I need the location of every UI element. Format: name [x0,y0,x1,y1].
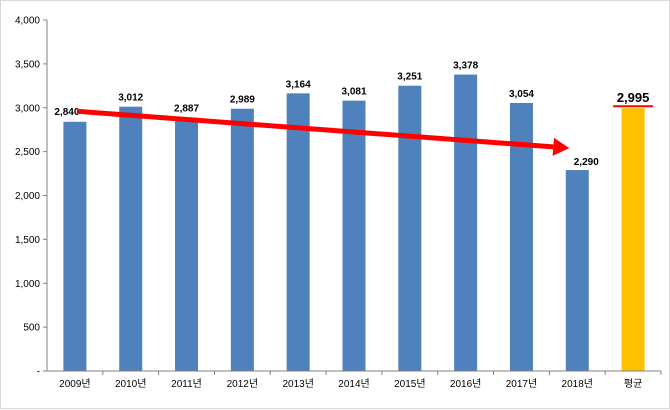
data-label: 3,251 [397,72,422,83]
x-tick-label: 평균 [624,378,642,390]
y-tick-label: 3,500 [15,59,40,70]
bar [565,170,589,371]
bar [398,85,422,372]
data-label: 3,164 [286,79,311,90]
bar [286,93,310,371]
y-tick-label: 4,000 [15,16,40,27]
bar [230,108,254,372]
x-tick-label: 2018년 [562,378,593,390]
average-bar [621,108,645,371]
data-label: 3,054 [509,89,534,100]
x-tick-label: 2012년 [227,378,258,390]
y-tick-label: 500 [23,323,40,334]
y-tick-label: 2,500 [15,147,40,158]
data-label: 3,081 [341,87,366,98]
data-label: 2,840 [54,107,79,118]
bar [119,106,143,372]
y-tick-label: - [37,367,40,378]
bars [63,74,645,372]
data-labels: 2,840 3,012 2,887 2,989 3,164 3,081 3,251 3,378… [54,61,654,168]
x-tick-label: 2009년 [59,378,90,390]
x-tick-label: 2013년 [282,378,313,390]
trend-arrow-head [552,137,570,156]
x-tick-label: 2014년 [338,378,369,390]
bar [509,103,533,371]
y-axis: - 500 1,000 1,500 2,000 2,500 3,000 3,500 4,000 [15,16,48,378]
trend-arrow [76,108,570,156]
bar [63,121,87,371]
x-axis: 2009년 2010년 2011년 2012년 2013년 2014년 2015년 2016년… [47,370,662,390]
data-label: 2,989 [230,95,255,106]
x-tick-label: 2010년 [115,378,146,390]
average-data-label: 2,995 [617,90,650,105]
bar [175,117,199,372]
y-tick-label: 1,500 [15,235,40,246]
x-tick-label: 2017년 [506,378,537,390]
y-tick-label: 3,000 [15,103,40,114]
data-label: 3,012 [118,93,143,104]
x-tick-label: 2016년 [450,378,481,390]
data-label: 2,290 [574,157,599,168]
bar [342,100,366,372]
trend-arrow-shaft [76,108,554,150]
bar [454,74,478,371]
y-tick-label: 1,000 [15,279,40,290]
x-tick-label: 2011년 [171,378,202,390]
x-tick-label: 2015년 [394,378,425,390]
data-label: 2,887 [174,104,199,115]
data-label: 3,378 [453,61,478,72]
y-tick-label: 2,000 [15,191,40,202]
